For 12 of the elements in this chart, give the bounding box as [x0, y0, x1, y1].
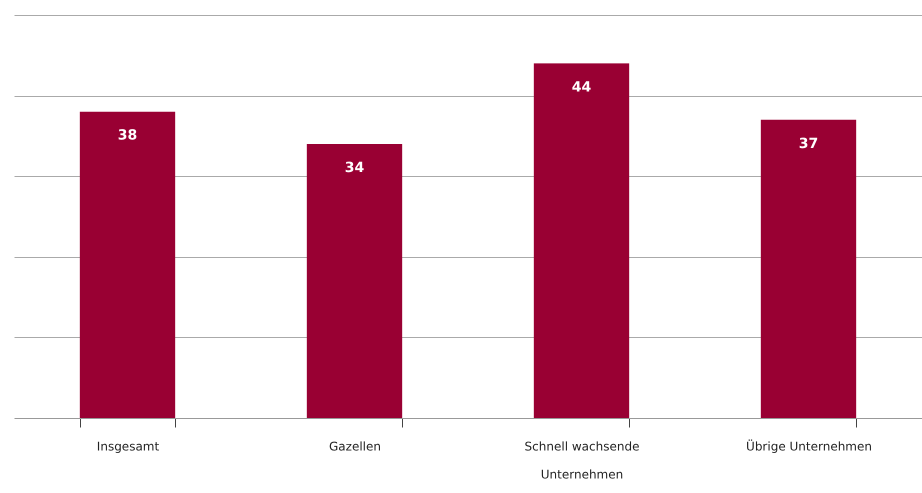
data-label: 38	[118, 128, 138, 144]
data-label: 37	[798, 136, 818, 152]
x-tick-label: Gazellen	[329, 440, 381, 454]
x-tick-label: Übrige Unternehmen	[746, 440, 872, 454]
x-tick-label: Insgesamt	[96, 440, 160, 454]
bar	[80, 112, 176, 418]
bar	[760, 120, 856, 418]
bar	[534, 63, 630, 418]
data-label: 44	[572, 79, 592, 96]
x-tick-label: Schnell wachsende Unternehmen	[524, 440, 640, 482]
bar	[306, 144, 402, 418]
data-label: 34	[344, 160, 364, 176]
